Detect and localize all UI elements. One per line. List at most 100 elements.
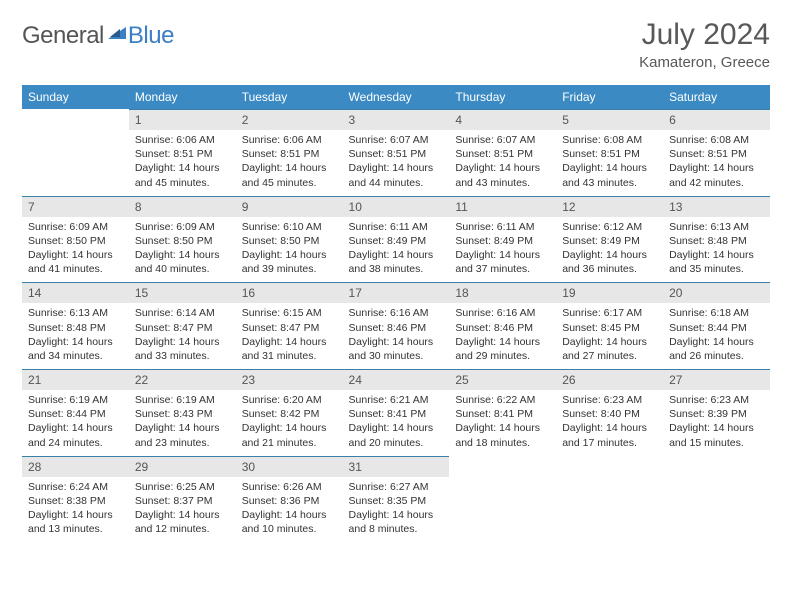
day-number: 12 [556,196,663,217]
day-details: Sunrise: 6:06 AMSunset: 8:51 PMDaylight:… [129,130,236,196]
day-details: Sunrise: 6:16 AMSunset: 8:46 PMDaylight:… [449,303,556,369]
day-details: Sunrise: 6:21 AMSunset: 8:41 PMDaylight:… [343,390,450,456]
day-details: Sunrise: 6:09 AMSunset: 8:50 PMDaylight:… [22,217,129,283]
day-number: 2 [236,109,343,130]
calendar-day-cell [449,456,556,543]
day-number: 22 [129,369,236,390]
calendar-day-cell: 3Sunrise: 6:07 AMSunset: 8:51 PMDaylight… [343,109,450,196]
day-details: Sunrise: 6:19 AMSunset: 8:44 PMDaylight:… [22,390,129,456]
day-details: Sunrise: 6:08 AMSunset: 8:51 PMDaylight:… [663,130,770,196]
calendar-day-cell: 13Sunrise: 6:13 AMSunset: 8:48 PMDayligh… [663,196,770,283]
weekday-header: Thursday [449,85,556,109]
calendar-day-cell: 20Sunrise: 6:18 AMSunset: 8:44 PMDayligh… [663,282,770,369]
day-number: 13 [663,196,770,217]
day-details: Sunrise: 6:24 AMSunset: 8:38 PMDaylight:… [22,477,129,543]
calendar-day-cell: 25Sunrise: 6:22 AMSunset: 8:41 PMDayligh… [449,369,556,456]
day-details: Sunrise: 6:19 AMSunset: 8:43 PMDaylight:… [129,390,236,456]
day-number: 28 [22,456,129,477]
day-details: Sunrise: 6:23 AMSunset: 8:39 PMDaylight:… [663,390,770,456]
day-details: Sunrise: 6:17 AMSunset: 8:45 PMDaylight:… [556,303,663,369]
calendar-table: Sunday Monday Tuesday Wednesday Thursday… [22,85,770,542]
day-details: Sunrise: 6:08 AMSunset: 8:51 PMDaylight:… [556,130,663,196]
calendar-day-cell: 16Sunrise: 6:15 AMSunset: 8:47 PMDayligh… [236,282,343,369]
day-details: Sunrise: 6:13 AMSunset: 8:48 PMDaylight:… [22,303,129,369]
calendar-day-cell: 21Sunrise: 6:19 AMSunset: 8:44 PMDayligh… [22,369,129,456]
calendar-day-cell: 6Sunrise: 6:08 AMSunset: 8:51 PMDaylight… [663,109,770,196]
day-number: 15 [129,282,236,303]
day-details: Sunrise: 6:20 AMSunset: 8:42 PMDaylight:… [236,390,343,456]
weekday-header: Friday [556,85,663,109]
day-number: 30 [236,456,343,477]
day-number: 17 [343,282,450,303]
day-number: 5 [556,109,663,130]
calendar-day-cell [556,456,663,543]
calendar-day-cell: 26Sunrise: 6:23 AMSunset: 8:40 PMDayligh… [556,369,663,456]
header-right: July 2024 Kamateron, Greece [639,18,770,71]
calendar-week-row: 21Sunrise: 6:19 AMSunset: 8:44 PMDayligh… [22,369,770,456]
calendar-day-cell: 10Sunrise: 6:11 AMSunset: 8:49 PMDayligh… [343,196,450,283]
calendar-day-cell: 18Sunrise: 6:16 AMSunset: 8:46 PMDayligh… [449,282,556,369]
calendar-day-cell: 19Sunrise: 6:17 AMSunset: 8:45 PMDayligh… [556,282,663,369]
calendar-day-cell [22,109,129,196]
calendar-day-cell: 4Sunrise: 6:07 AMSunset: 8:51 PMDaylight… [449,109,556,196]
day-details: Sunrise: 6:23 AMSunset: 8:40 PMDaylight:… [556,390,663,456]
calendar-day-cell: 5Sunrise: 6:08 AMSunset: 8:51 PMDaylight… [556,109,663,196]
day-number: 4 [449,109,556,130]
day-details: Sunrise: 6:11 AMSunset: 8:49 PMDaylight:… [343,217,450,283]
calendar-day-cell: 24Sunrise: 6:21 AMSunset: 8:41 PMDayligh… [343,369,450,456]
day-details: Sunrise: 6:15 AMSunset: 8:47 PMDaylight:… [236,303,343,369]
day-details: Sunrise: 6:18 AMSunset: 8:44 PMDaylight:… [663,303,770,369]
day-number: 19 [556,282,663,303]
day-number: 20 [663,282,770,303]
logo-triangle-icon [108,25,126,39]
day-number: 29 [129,456,236,477]
calendar-day-cell: 12Sunrise: 6:12 AMSunset: 8:49 PMDayligh… [556,196,663,283]
weekday-header: Wednesday [343,85,450,109]
day-details: Sunrise: 6:09 AMSunset: 8:50 PMDaylight:… [129,217,236,283]
day-details: Sunrise: 6:11 AMSunset: 8:49 PMDaylight:… [449,217,556,283]
day-details: Sunrise: 6:06 AMSunset: 8:51 PMDaylight:… [236,130,343,196]
logo-text-general: General [22,22,104,50]
weekday-header: Saturday [663,85,770,109]
calendar-day-cell: 27Sunrise: 6:23 AMSunset: 8:39 PMDayligh… [663,369,770,456]
calendar-day-cell [663,456,770,543]
day-number: 11 [449,196,556,217]
day-details: Sunrise: 6:26 AMSunset: 8:36 PMDaylight:… [236,477,343,543]
weekday-header: Monday [129,85,236,109]
location: Kamateron, Greece [639,54,770,71]
day-number: 14 [22,282,129,303]
calendar-day-cell: 8Sunrise: 6:09 AMSunset: 8:50 PMDaylight… [129,196,236,283]
day-number: 3 [343,109,450,130]
weekday-header: Tuesday [236,85,343,109]
day-details: Sunrise: 6:07 AMSunset: 8:51 PMDaylight:… [449,130,556,196]
weekday-header: Sunday [22,85,129,109]
calendar-day-cell: 28Sunrise: 6:24 AMSunset: 8:38 PMDayligh… [22,456,129,543]
day-details: Sunrise: 6:22 AMSunset: 8:41 PMDaylight:… [449,390,556,456]
day-number: 9 [236,196,343,217]
day-details: Sunrise: 6:10 AMSunset: 8:50 PMDaylight:… [236,217,343,283]
day-number: 31 [343,456,450,477]
calendar-week-row: 7Sunrise: 6:09 AMSunset: 8:50 PMDaylight… [22,196,770,283]
logo: General Blue [22,18,174,50]
calendar-week-row: 28Sunrise: 6:24 AMSunset: 8:38 PMDayligh… [22,456,770,543]
day-number: 16 [236,282,343,303]
calendar-day-cell: 30Sunrise: 6:26 AMSunset: 8:36 PMDayligh… [236,456,343,543]
day-details: Sunrise: 6:12 AMSunset: 8:49 PMDaylight:… [556,217,663,283]
calendar-day-cell: 22Sunrise: 6:19 AMSunset: 8:43 PMDayligh… [129,369,236,456]
day-details: Sunrise: 6:27 AMSunset: 8:35 PMDaylight:… [343,477,450,543]
calendar-day-cell: 7Sunrise: 6:09 AMSunset: 8:50 PMDaylight… [22,196,129,283]
calendar-day-cell: 9Sunrise: 6:10 AMSunset: 8:50 PMDaylight… [236,196,343,283]
calendar-day-cell: 15Sunrise: 6:14 AMSunset: 8:47 PMDayligh… [129,282,236,369]
calendar-day-cell: 23Sunrise: 6:20 AMSunset: 8:42 PMDayligh… [236,369,343,456]
calendar-day-cell: 17Sunrise: 6:16 AMSunset: 8:46 PMDayligh… [343,282,450,369]
calendar-day-cell: 2Sunrise: 6:06 AMSunset: 8:51 PMDaylight… [236,109,343,196]
day-number: 25 [449,369,556,390]
day-details: Sunrise: 6:13 AMSunset: 8:48 PMDaylight:… [663,217,770,283]
calendar-body: 1Sunrise: 6:06 AMSunset: 8:51 PMDaylight… [22,109,770,542]
day-number: 27 [663,369,770,390]
month-title: July 2024 [639,18,770,52]
calendar-day-cell: 29Sunrise: 6:25 AMSunset: 8:37 PMDayligh… [129,456,236,543]
calendar-day-cell: 14Sunrise: 6:13 AMSunset: 8:48 PMDayligh… [22,282,129,369]
day-details: Sunrise: 6:25 AMSunset: 8:37 PMDaylight:… [129,477,236,543]
day-details: Sunrise: 6:16 AMSunset: 8:46 PMDaylight:… [343,303,450,369]
